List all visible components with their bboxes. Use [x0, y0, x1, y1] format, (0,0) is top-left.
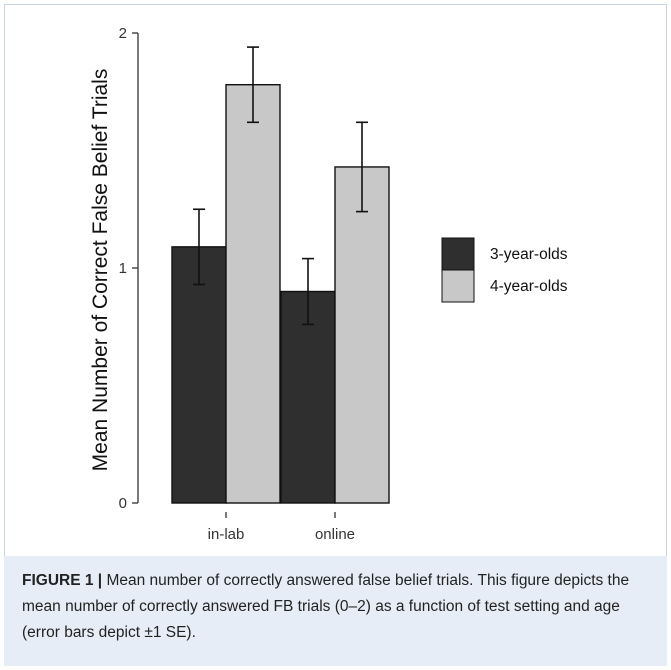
y-tick-label: 2: [119, 25, 127, 42]
legend-label: 4-year-olds: [490, 278, 568, 295]
legend-swatch: [441, 237, 475, 271]
bar: [334, 166, 390, 504]
legend-label: 3-year-olds: [490, 246, 568, 263]
y-tick-label: 1: [119, 260, 127, 277]
chart-legend: 3-year-olds 4-year-olds: [441, 237, 568, 303]
x-tick-label: online: [315, 526, 355, 543]
chart-error-bars: [193, 46, 368, 326]
figure-caption: FIGURE 1 | Mean number of correctly answ…: [4, 556, 667, 666]
y-axis-title: Mean Number of Correct False Belief Tria…: [89, 69, 112, 472]
bar-chart: 0 1 2 in-lab online 3-year-olds 4-year-olds M…: [89, 25, 568, 543]
bar: [171, 246, 227, 504]
legend-swatch: [441, 269, 475, 303]
bar: [280, 290, 336, 504]
bar: [225, 83, 281, 504]
caption-text: Mean number of correctly answered false …: [22, 572, 630, 641]
y-tick-label: 0: [119, 495, 127, 512]
chart-axes: 0 1 2 in-lab online: [119, 25, 355, 543]
chart-bars: [171, 83, 390, 504]
caption-label: FIGURE 1 |: [22, 572, 103, 589]
x-tick-label: in-lab: [208, 526, 245, 543]
